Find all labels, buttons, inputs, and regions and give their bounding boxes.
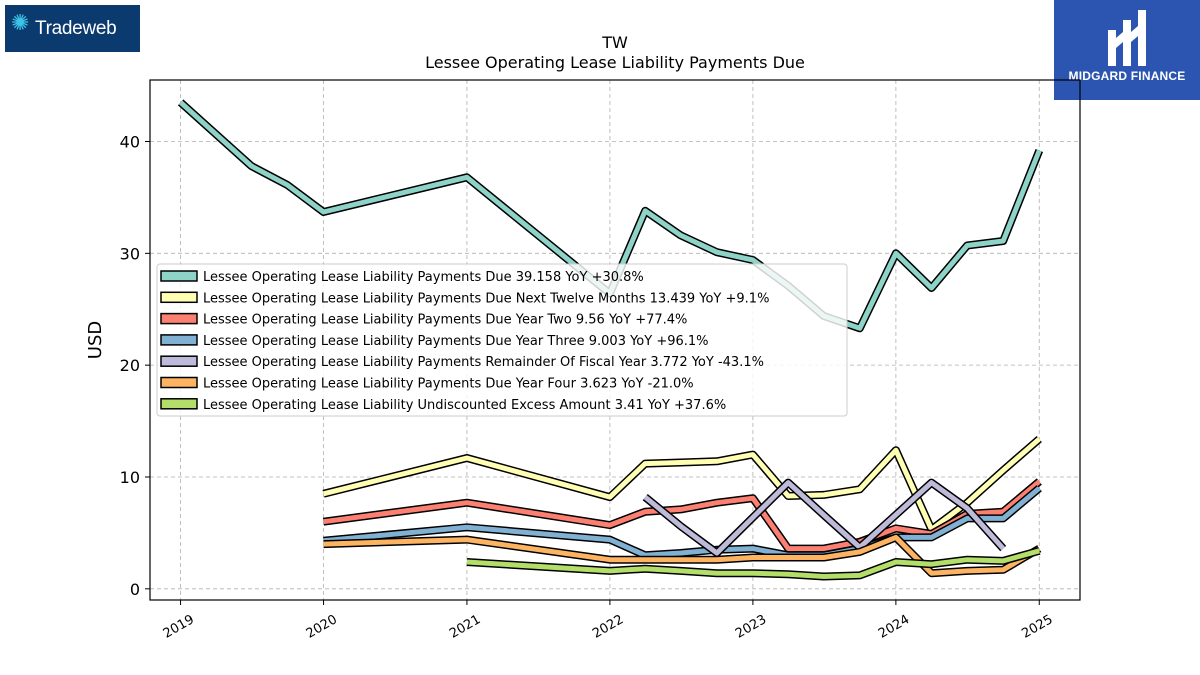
- legend-entry: Lessee Operating Lease Liability Payment…: [203, 313, 687, 328]
- series-line: [323, 534, 1041, 576]
- series-line: [178, 100, 1042, 331]
- series-group: [642, 478, 1007, 557]
- x-tick-label: 2022: [590, 612, 626, 642]
- y-tick-label: 30: [120, 244, 140, 263]
- plot-frame: [149, 79, 1081, 601]
- x-tick-label: 2023: [733, 612, 769, 642]
- y-tick-label: 0: [130, 580, 140, 599]
- y-axis: 0 10 20 30 40: [120, 133, 150, 599]
- legend: Lessee Operating Lease Liability Payment…: [156, 263, 848, 417]
- tradeweb-logo-text: Tradeweb: [35, 18, 117, 39]
- series-line: [466, 548, 1040, 579]
- legend-entry: Lessee Operating Lease Liability Payment…: [203, 355, 764, 370]
- legend-swatch: [160, 291, 198, 304]
- legend-swatch: [160, 398, 198, 410]
- legend-entry: Lessee Operating Lease Liability Payment…: [203, 270, 644, 285]
- series-group: [323, 533, 1042, 578]
- x-tick-label: 2025: [1019, 612, 1055, 642]
- legend-box: [156, 263, 848, 417]
- series-lines: [177, 99, 1044, 581]
- legend-swatch: [160, 270, 198, 282]
- legend-swatch: [160, 312, 198, 325]
- x-tick-label: 2024: [876, 612, 912, 642]
- y-tick-label: 10: [120, 468, 140, 487]
- x-tick-label: 2020: [304, 612, 340, 642]
- midgard-logo-text: MIDGARD FINANCE: [1068, 69, 1186, 83]
- legend-swatch: [160, 355, 198, 367]
- legend-swatch: [160, 376, 198, 389]
- legend-entry: Lessee Operating Lease Liability Payment…: [203, 377, 694, 392]
- x-tick-label: 2021: [447, 612, 483, 642]
- x-axis: 2019 2020 2021 2022 2023 2024 2025: [161, 600, 1056, 642]
- x-tick-label: 2019: [161, 612, 197, 642]
- midgard-monogram-icon: [1108, 10, 1146, 66]
- series-group: [322, 435, 1042, 534]
- y-tick-label: 20: [120, 356, 140, 375]
- legend-entry: Lessee Operating Lease Liability Undisco…: [203, 398, 726, 413]
- tradeweb-logo: ✺ Tradeweb: [5, 5, 140, 52]
- chart-subtitle: Lessee Operating Lease Liability Payment…: [425, 53, 805, 72]
- series-group: [466, 546, 1041, 581]
- legend-entry: Lessee Operating Lease Liability Payment…: [203, 334, 709, 349]
- tradeweb-star-icon: ✺: [11, 11, 30, 36]
- legend-entry: Lessee Operating Lease Liability Payment…: [203, 291, 769, 306]
- series-line: [643, 480, 1006, 556]
- y-tick-label: 40: [120, 133, 140, 152]
- midgard-finance-logo: MIDGARD FINANCE: [1054, 0, 1200, 100]
- series-group: [177, 99, 1044, 333]
- series-line: [322, 437, 1041, 532]
- legend-swatch: [160, 334, 198, 346]
- y-axis-label: USD: [85, 321, 106, 359]
- chart-title: TW: [601, 33, 628, 52]
